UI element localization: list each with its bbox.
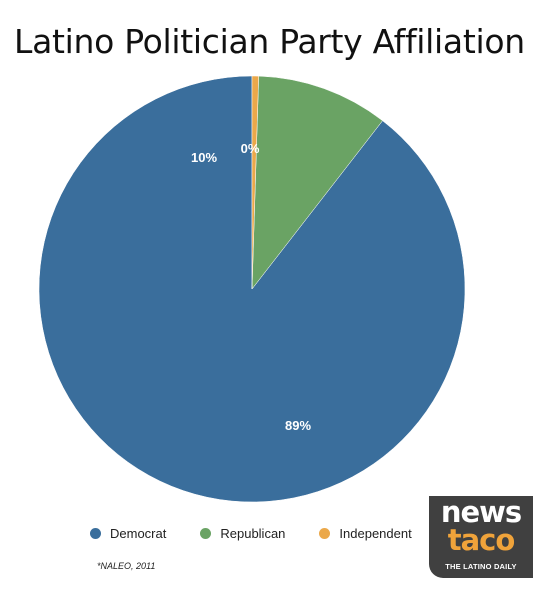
pie-slice-independent [251,75,259,290]
legend-swatch-independent [319,528,331,539]
legend-item-independent: Independent [319,526,412,541]
chart-title: Latino Politician Party Affiliation [14,22,525,61]
chart-legend: Democrat Republican Independent [90,526,446,541]
data-label-democrat: 89% [285,418,311,433]
logo-word-news: news [440,495,522,529]
data-label-republican: 10% [191,150,217,165]
legend-label-independent: Independent [339,526,412,541]
legend-label-republican: Republican [220,526,286,541]
legend-item-democrat: Democrat [90,526,166,541]
logo-tagline: THE LATINO DAILY [445,562,517,571]
legend-label-democrat: Democrat [110,526,167,541]
logo-word-taco: taco [447,523,516,557]
pie-slice-republican [251,75,383,290]
pie-data-labels: 89% 10% 0% [191,141,311,433]
legend-swatch-republican [200,528,212,539]
source-note: *NALEO, 2011 [97,561,156,571]
pie-slices [38,75,466,503]
legend-swatch-democrat [90,528,101,539]
newstaco-logo: news taco THE LATINO DAILY [429,496,533,578]
data-label-independent: 0% [241,141,260,156]
legend-item-republican: Republican [200,526,285,541]
